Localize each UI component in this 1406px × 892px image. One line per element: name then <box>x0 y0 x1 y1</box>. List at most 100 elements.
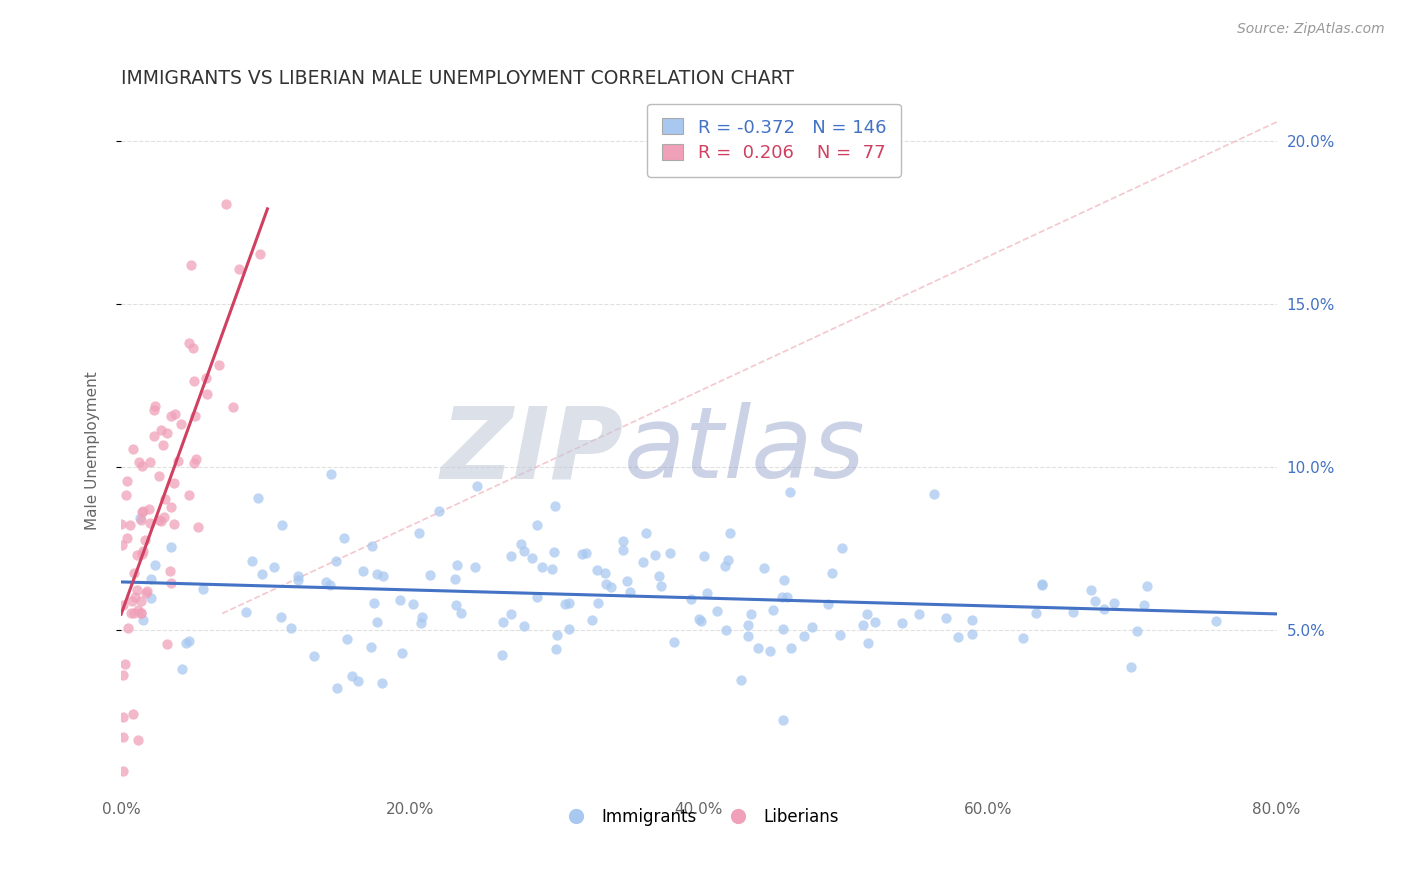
Point <box>1025 606 1047 620</box>
Point <box>325 554 347 568</box>
Point <box>713 558 735 573</box>
Point <box>166 454 188 468</box>
Point <box>131 547 153 561</box>
Point <box>581 613 603 627</box>
Point <box>650 579 672 593</box>
Point <box>544 499 567 513</box>
Point <box>371 569 394 583</box>
Point <box>772 713 794 727</box>
Point <box>752 561 775 575</box>
Point <box>184 409 207 423</box>
Point <box>163 516 186 531</box>
Point <box>747 640 769 655</box>
Point <box>302 648 325 663</box>
Point <box>127 732 149 747</box>
Point <box>141 591 163 605</box>
Point <box>111 730 134 744</box>
Point <box>828 628 851 642</box>
Point <box>111 709 134 723</box>
Point <box>132 504 155 518</box>
Point <box>595 566 617 581</box>
Point <box>531 560 554 574</box>
Point <box>366 566 388 581</box>
Point <box>450 606 472 620</box>
Point <box>770 590 793 604</box>
Point <box>419 567 441 582</box>
Point <box>856 607 879 621</box>
Point <box>120 606 142 620</box>
Point <box>342 669 364 683</box>
Point <box>160 409 183 423</box>
Point <box>117 532 139 546</box>
Point <box>195 387 218 401</box>
Point <box>361 539 384 553</box>
Point <box>1084 593 1107 607</box>
Point <box>852 618 875 632</box>
Point <box>115 474 138 488</box>
Point <box>280 621 302 635</box>
Point <box>1062 605 1084 619</box>
Point <box>513 619 536 633</box>
Point <box>718 525 741 540</box>
Point <box>121 594 143 608</box>
Point <box>183 456 205 470</box>
Point <box>1031 577 1053 591</box>
Point <box>960 613 983 627</box>
Point <box>616 574 638 588</box>
Point <box>772 622 794 636</box>
Point <box>612 543 634 558</box>
Point <box>1012 632 1035 646</box>
Point <box>181 341 204 355</box>
Point <box>427 504 450 518</box>
Point <box>779 485 801 500</box>
Point <box>509 537 531 551</box>
Text: ZIP: ZIP <box>441 402 624 500</box>
Point <box>689 614 711 628</box>
Point <box>352 564 374 578</box>
Point <box>138 516 160 530</box>
Point <box>179 634 201 648</box>
Point <box>121 442 143 456</box>
Point <box>143 399 166 413</box>
Point <box>121 706 143 721</box>
Point <box>391 646 413 660</box>
Point <box>194 371 217 385</box>
Point <box>890 616 912 631</box>
Point <box>1119 660 1142 674</box>
Point <box>240 554 263 568</box>
Point <box>129 607 152 621</box>
Point <box>664 634 686 648</box>
Point <box>717 553 740 567</box>
Point <box>111 764 134 778</box>
Point <box>287 569 309 583</box>
Point <box>543 544 565 558</box>
Point <box>131 458 153 473</box>
Point <box>235 605 257 619</box>
Point <box>820 566 842 580</box>
Point <box>246 491 269 505</box>
Point <box>128 454 150 468</box>
Point <box>128 511 150 525</box>
Point <box>148 513 170 527</box>
Point <box>779 641 801 656</box>
Point <box>153 491 176 506</box>
Point <box>737 618 759 632</box>
Point <box>1080 583 1102 598</box>
Point <box>1126 624 1149 639</box>
Point <box>446 558 468 573</box>
Point <box>960 627 983 641</box>
Point <box>389 592 412 607</box>
Point <box>207 358 229 372</box>
Point <box>366 615 388 629</box>
Point <box>908 607 931 622</box>
Point <box>858 636 880 650</box>
Point <box>142 429 165 443</box>
Point <box>122 606 145 620</box>
Point <box>155 637 177 651</box>
Point <box>319 578 342 592</box>
Point <box>221 400 243 414</box>
Point <box>600 580 623 594</box>
Point <box>193 582 215 596</box>
Point <box>444 598 467 612</box>
Point <box>935 611 957 625</box>
